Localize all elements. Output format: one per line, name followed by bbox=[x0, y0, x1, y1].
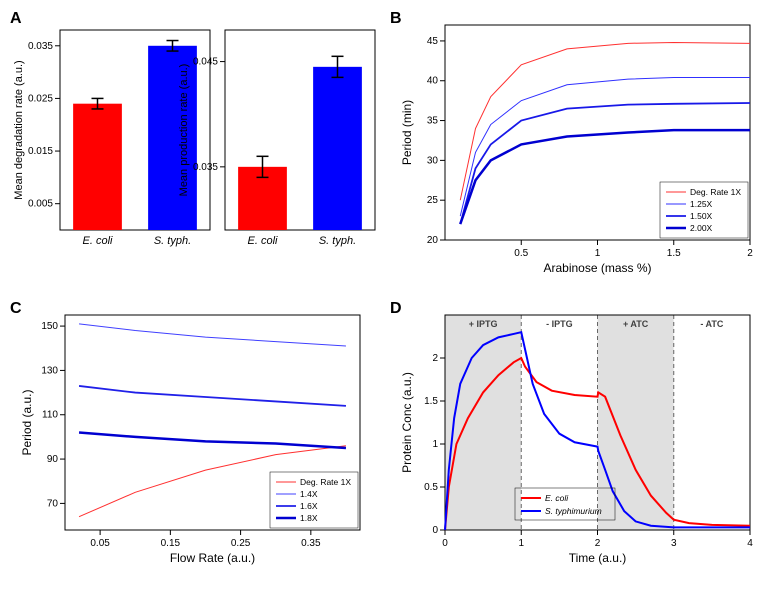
svg-text:0.35: 0.35 bbox=[301, 538, 321, 549]
svg-text:0.045: 0.045 bbox=[193, 57, 218, 68]
svg-text:90: 90 bbox=[47, 454, 59, 465]
svg-text:1.8X: 1.8X bbox=[300, 513, 318, 523]
svg-text:0.025: 0.025 bbox=[28, 93, 53, 104]
svg-text:45: 45 bbox=[427, 36, 439, 47]
svg-text:Period (a.u.): Period (a.u.) bbox=[20, 389, 34, 455]
svg-text:0: 0 bbox=[432, 525, 438, 536]
panel-b: B 0.5 1 1.5 2 20 25 30 35 40 45 Arabinose (mass %)… bbox=[390, 10, 768, 290]
svg-text:30: 30 bbox=[427, 155, 439, 166]
panel-label-c: C bbox=[10, 300, 22, 318]
svg-text:20: 20 bbox=[427, 235, 439, 246]
svg-text:E. coli: E. coli bbox=[545, 493, 569, 503]
svg-text:0: 0 bbox=[442, 538, 448, 549]
svg-text:S. typh.: S. typh. bbox=[154, 235, 191, 247]
svg-text:0.5: 0.5 bbox=[514, 248, 528, 259]
svg-text:2: 2 bbox=[432, 353, 438, 364]
svg-text:Deg. Rate 1X: Deg. Rate 1X bbox=[690, 187, 741, 197]
panel-label-b: B bbox=[390, 10, 402, 28]
svg-text:0.015: 0.015 bbox=[28, 146, 53, 157]
svg-text:25: 25 bbox=[427, 195, 439, 206]
panel-a: A 0.0050.0150.0250.035Mean degradation r… bbox=[10, 10, 380, 290]
svg-text:E. coli: E. coli bbox=[248, 235, 279, 247]
svg-text:0.005: 0.005 bbox=[28, 199, 53, 210]
svg-text:40: 40 bbox=[427, 76, 439, 87]
svg-text:0.15: 0.15 bbox=[161, 538, 181, 549]
svg-text:1: 1 bbox=[518, 538, 524, 549]
svg-text:0.035: 0.035 bbox=[28, 41, 53, 52]
svg-text:1.5: 1.5 bbox=[424, 396, 438, 407]
svg-text:1.5: 1.5 bbox=[667, 248, 681, 259]
svg-text:0.05: 0.05 bbox=[90, 538, 110, 549]
svg-text:E. coli: E. coli bbox=[83, 235, 114, 247]
svg-text:150: 150 bbox=[41, 321, 58, 332]
svg-text:S. typh.: S. typh. bbox=[319, 235, 356, 247]
svg-text:1.6X: 1.6X bbox=[300, 501, 318, 511]
panel-label-a: A bbox=[10, 10, 22, 28]
svg-text:35: 35 bbox=[427, 116, 439, 127]
svg-text:Time (a.u.): Time (a.u.) bbox=[569, 551, 627, 565]
svg-text:Period (min): Period (min) bbox=[400, 100, 414, 165]
svg-text:+ IPTG: + IPTG bbox=[469, 319, 498, 329]
svg-text:1: 1 bbox=[432, 439, 438, 450]
svg-text:130: 130 bbox=[41, 365, 58, 376]
panel-c: C 0.05 0.15 0.25 0.35 70 90 110 130 150 Flow Rate… bbox=[10, 300, 380, 580]
svg-text:70: 70 bbox=[47, 498, 59, 509]
svg-text:Mean degradation rate (a.u.): Mean degradation rate (a.u.) bbox=[13, 60, 25, 199]
svg-text:2: 2 bbox=[747, 248, 753, 259]
panel-d: D + IPTG - IPTG + ATC - ATC 0 1 2 3 4 0 0.5 1 1.5 2 Ti… bbox=[390, 300, 768, 580]
svg-text:Flow Rate (a.u.): Flow Rate (a.u.) bbox=[170, 551, 255, 565]
svg-text:2: 2 bbox=[595, 538, 601, 549]
svg-text:S. typhimurium: S. typhimurium bbox=[545, 506, 602, 516]
svg-text:0.5: 0.5 bbox=[424, 482, 438, 493]
svg-text:Arabinose (mass %): Arabinose (mass %) bbox=[543, 261, 651, 275]
svg-text:4: 4 bbox=[747, 538, 753, 549]
svg-text:Protein Conc (a.u.): Protein Conc (a.u.) bbox=[400, 372, 414, 473]
svg-text:1: 1 bbox=[595, 248, 601, 259]
svg-text:2.00X: 2.00X bbox=[690, 223, 713, 233]
svg-text:0.035: 0.035 bbox=[193, 162, 218, 173]
svg-text:1.25X: 1.25X bbox=[690, 199, 713, 209]
svg-text:3: 3 bbox=[671, 538, 677, 549]
svg-text:0.25: 0.25 bbox=[231, 538, 251, 549]
svg-text:+ ATC: + ATC bbox=[623, 319, 649, 329]
svg-text:110: 110 bbox=[42, 410, 58, 421]
svg-text:1.4X: 1.4X bbox=[300, 489, 318, 499]
svg-text:1.50X: 1.50X bbox=[690, 211, 713, 221]
svg-text:- ATC: - ATC bbox=[700, 319, 723, 329]
svg-text:Deg. Rate 1X: Deg. Rate 1X bbox=[300, 477, 351, 487]
svg-text:Mean production rate (a.u.): Mean production rate (a.u.) bbox=[178, 64, 190, 197]
svg-text:- IPTG: - IPTG bbox=[546, 319, 573, 329]
panel-label-d: D bbox=[390, 300, 402, 318]
